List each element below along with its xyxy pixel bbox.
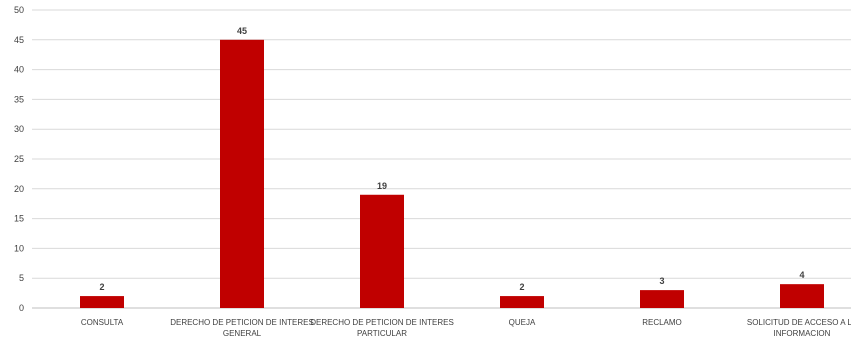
bar xyxy=(500,296,544,308)
bar xyxy=(360,194,404,308)
bar xyxy=(640,290,684,308)
category-label: QUEJA xyxy=(509,318,536,327)
data-labels: 2 45 19 2 3 4 xyxy=(99,26,804,292)
category-label: SOLICITUD DE ACCESO A LA xyxy=(747,318,851,327)
category-label: INFORMACION xyxy=(774,329,831,338)
y-tick-label: 0 xyxy=(19,303,24,313)
category-label: CONSULTA xyxy=(81,318,124,327)
data-label: 3 xyxy=(659,276,664,286)
gridlines xyxy=(32,9,851,309)
category-label: DERECHO DE PETICION DE INTERES xyxy=(170,318,314,327)
y-tick-label: 50 xyxy=(14,5,24,15)
bar xyxy=(220,39,264,309)
x-axis-category-labels: CONSULTA DERECHO DE PETICION DE INTERES GE… xyxy=(81,318,851,338)
y-axis-tick-labels: 0 5 10 15 20 25 30 35 40 45 50 xyxy=(14,5,24,313)
bars xyxy=(80,39,824,309)
data-label: 19 xyxy=(377,181,387,191)
bar xyxy=(80,296,124,308)
y-tick-label: 20 xyxy=(14,184,24,194)
category-label: GENERAL xyxy=(223,329,262,338)
data-label: 45 xyxy=(237,26,247,36)
data-label: 4 xyxy=(799,270,804,280)
y-tick-label: 10 xyxy=(14,243,24,253)
category-label: DERECHO DE PETICION DE INTERES xyxy=(310,318,454,327)
category-label: RECLAMO xyxy=(642,318,682,327)
y-tick-label: 30 xyxy=(14,124,24,134)
y-tick-label: 35 xyxy=(14,94,24,104)
y-tick-label: 15 xyxy=(14,214,24,224)
y-tick-label: 45 xyxy=(14,35,24,45)
y-tick-label: 25 xyxy=(14,154,24,164)
category-label: PARTICULAR xyxy=(357,329,407,338)
data-label: 2 xyxy=(99,282,104,292)
bar xyxy=(780,284,824,308)
data-label: 2 xyxy=(519,282,524,292)
y-tick-label: 5 xyxy=(19,273,24,283)
y-tick-label: 40 xyxy=(14,65,24,75)
